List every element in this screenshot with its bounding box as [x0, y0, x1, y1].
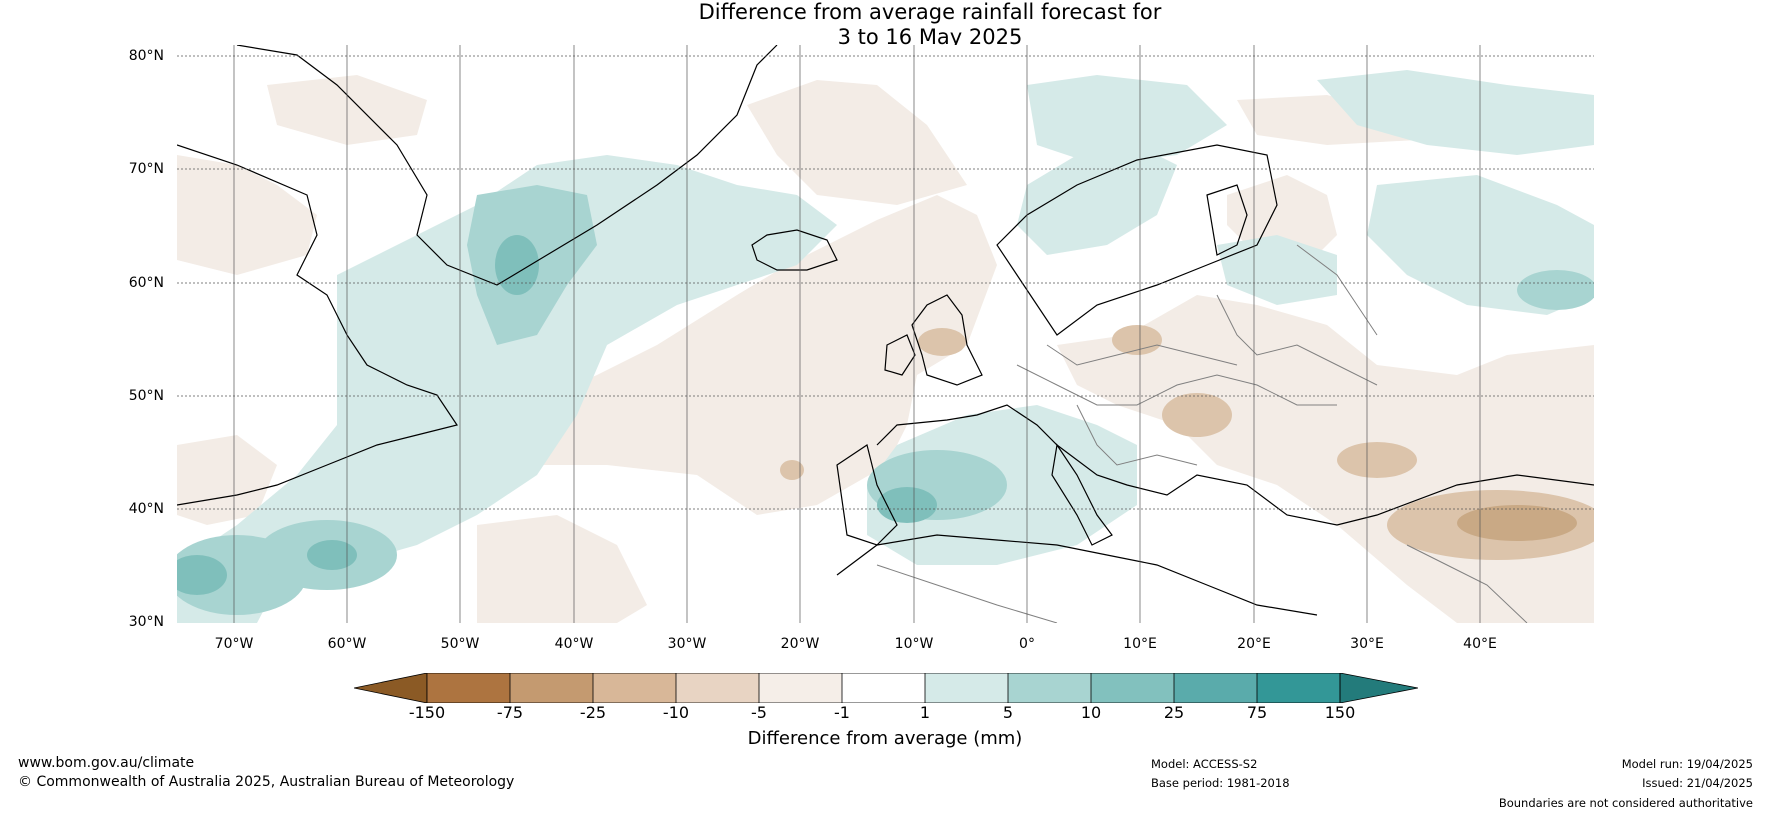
lat-label-80n: 80°N [128, 48, 164, 64]
colorbar-segment-5 [759, 673, 842, 703]
colorbar-segment-3 [593, 673, 676, 703]
lon-label-40e: 40°E [1463, 636, 1497, 652]
colorbar-outline [426, 673, 1341, 703]
colorbar-tick-7: 1 [919, 703, 931, 722]
title-line-1: Difference from average rainfall forecas… [698, 0, 1162, 24]
footer-base-period: Base period: 1981-2018 [1151, 776, 1290, 790]
coastlines [177, 45, 1594, 616]
border-africa [876, 564, 1058, 623]
coast-scandinavia [996, 144, 1278, 336]
coast-italy [1051, 443, 1113, 546]
colorbar-segment-8 [1008, 673, 1091, 703]
colorbar-tick-5: -5 [751, 703, 767, 722]
wet-core-west-atlantic [177, 555, 227, 595]
colorbar-legend [354, 673, 1418, 703]
colorbar-extend-max [1339, 673, 1418, 703]
footer-model: Model: ACCESS-S2 [1151, 757, 1258, 771]
wet-patch-caspian [1517, 270, 1594, 310]
colorbar-tick-8: 5 [1002, 703, 1014, 722]
dry-patch-mid-atlantic [780, 460, 804, 480]
lon-label-10e: 10°E [1123, 636, 1157, 652]
lat-label-70n: 70°N [128, 161, 164, 177]
footer-disclaimer: Boundaries are not considered authoritat… [1498, 796, 1753, 810]
lon-label-50w: 50°W [440, 636, 480, 652]
footer-model-run: Model run: 19/04/2025 [1621, 757, 1753, 771]
footer-copyright: © Commonwealth of Australia 2025, Austra… [18, 774, 515, 790]
colorbar-tick-2: -75 [496, 703, 524, 722]
colorbar-tick-4: -10 [662, 703, 690, 722]
dry-patch-britain [1112, 325, 1162, 355]
lon-label-30e: 30°E [1350, 636, 1384, 652]
wet-region-barents [1027, 75, 1227, 165]
colorbar-segment-4 [676, 673, 759, 703]
wet-region-norway [1017, 145, 1177, 255]
wet-region-labrador-sea [177, 155, 837, 623]
lat-label-60n: 60°N [128, 275, 164, 291]
rainfall-map [177, 45, 1594, 623]
lon-gridlines [233, 45, 1481, 623]
coast-europe-south [876, 404, 1594, 526]
wet-region-arctic-east [1317, 70, 1594, 155]
colorbar-tick-3: -25 [579, 703, 607, 722]
border-europe-2 [1046, 344, 1238, 366]
coast-africa [836, 534, 1318, 616]
coast-iberia [836, 444, 898, 546]
lat-label-50n: 50°N [128, 388, 164, 404]
coast-ireland [884, 334, 916, 376]
colorbar-label: Difference from average (mm) [747, 728, 1023, 749]
dry-region-west-atlantic [177, 435, 277, 525]
border-europe-3 [1076, 404, 1198, 466]
lon-label-30w: 30°W [667, 636, 707, 652]
lon-label-70w: 70°W [214, 636, 254, 652]
colorbar-segment-6 [842, 673, 925, 703]
lat-label-40n: 40°N [128, 501, 164, 517]
dry-region-north-canada [177, 155, 317, 275]
lon-label-40w: 40°W [554, 636, 594, 652]
dry-patch-balkans [1337, 442, 1417, 478]
colorbar-tick-9: 10 [1080, 703, 1102, 722]
border-europe-4 [1216, 294, 1378, 386]
lon-label-0: 0° [1019, 636, 1035, 652]
lon-label-20e: 20°E [1237, 636, 1271, 652]
colorbar-tick-6: -1 [834, 703, 850, 722]
dry-patch-central-europe [1162, 393, 1232, 437]
dry-region-atlantic-central [507, 195, 997, 515]
dry-anomaly-strongest [1457, 505, 1577, 541]
colorbar-segment-2 [510, 673, 593, 703]
colorbar-tick-10: 25 [1163, 703, 1185, 722]
colorbar-tick-1: -150 [408, 703, 446, 722]
wet-core-iberia [877, 487, 937, 523]
lon-label-10w: 10°W [894, 636, 934, 652]
colorbar-segment-1 [427, 673, 510, 703]
coast-iceland [751, 229, 838, 271]
colorbar-segment-7 [925, 673, 1008, 703]
coast-britain [911, 294, 983, 386]
lon-label-60w: 60°W [327, 636, 367, 652]
lat-label-30n: 30°N [128, 614, 164, 630]
wet-core-greenland [495, 235, 539, 295]
colorbar-extend-min [354, 673, 428, 703]
border-middle-east [1406, 544, 1528, 623]
colorbar-tick-12: 150 [1324, 703, 1356, 722]
coast-greenland [236, 45, 778, 286]
lat-gridlines [177, 55, 1594, 510]
coast-north-america [177, 144, 458, 506]
colorbar-dividers [509, 673, 1258, 703]
dry-patch-north-sea [918, 328, 966, 356]
footer-url: www.bom.gov.au/climate [18, 755, 195, 771]
colorbar-segment-10 [1174, 673, 1257, 703]
lon-label-20w: 20°W [780, 636, 820, 652]
border-europe-1 [1016, 364, 1337, 406]
colorbar-segment-11 [1257, 673, 1340, 703]
dry-region-subtropics [477, 515, 647, 623]
footer-issued: Issued: 21/04/2025 [1642, 776, 1753, 790]
colorbar-segment-9 [1091, 673, 1174, 703]
dry-region-atlantic-north [747, 80, 967, 205]
dry-core-turkey [1457, 505, 1577, 541]
coast-finland [1206, 184, 1248, 256]
colorbar-tick-11: 75 [1246, 703, 1268, 722]
map-title: Difference from average rainfall forecas… [0, 0, 1770, 50]
wet-core-mid-atlantic [307, 540, 357, 570]
map-canvas [177, 45, 1594, 623]
